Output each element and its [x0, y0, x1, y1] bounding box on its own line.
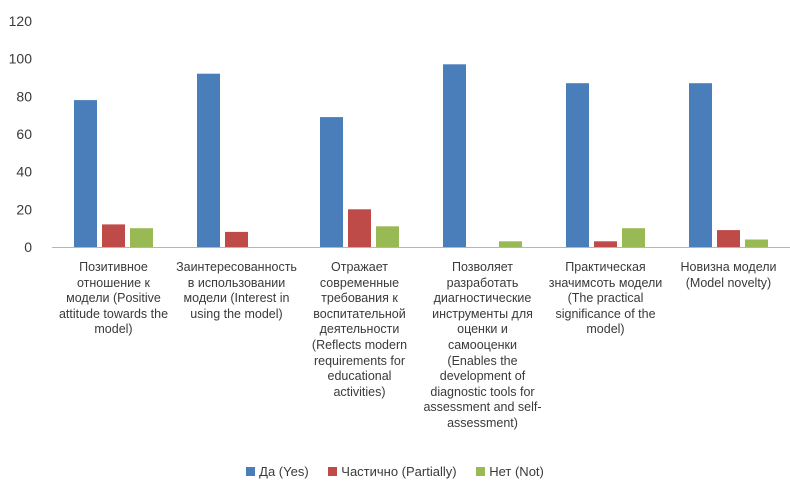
bar: [102, 224, 125, 247]
y-tick-label: 120: [9, 13, 33, 29]
x-category-label-line: (Enables the: [447, 353, 518, 368]
y-tick-label: 0: [24, 239, 32, 255]
y-tick-label: 20: [16, 201, 32, 217]
x-category-label-line: отношение к: [76, 275, 151, 290]
x-category-label: Заинтересованность в использовании модели …: [175, 260, 299, 322]
y-axis-ticks: 0 20 40 60 80 100 120: [9, 13, 33, 255]
bar: [225, 231, 248, 247]
x-category-label-line: модели (Interest in: [183, 291, 290, 306]
legend-swatch-partially: [328, 467, 338, 476]
x-category-label-line: в использовании: [187, 275, 286, 290]
x-category-label-line: educational: [327, 369, 392, 384]
x-category-label: Практическая значимсоть модели (The practi…: [544, 260, 668, 338]
x-category-label-line: attitude towards the: [58, 306, 169, 321]
legend-label-yes: Да (Yes): [259, 464, 309, 479]
x-category-label-line: (Reflects modern: [311, 337, 408, 352]
legend-item-partially: Частично (Partially): [328, 464, 457, 479]
x-category-label-line: Позволяет: [451, 260, 514, 274]
bar: [320, 117, 343, 247]
x-category-label-line: (The practical: [567, 291, 644, 306]
bar: [130, 228, 153, 247]
x-category-label-line: Заинтересованность: [176, 260, 297, 274]
x-category-label-line: разработать: [446, 275, 519, 290]
bar: [376, 226, 399, 247]
x-category-label-line: оценки и: [457, 322, 508, 337]
y-tick-label: 80: [16, 88, 32, 104]
bar: [745, 239, 768, 247]
x-category-label-line: using the model): [190, 306, 283, 321]
legend-swatch-yes: [246, 467, 256, 476]
bar: [74, 100, 97, 247]
y-tick-label: 40: [16, 164, 32, 180]
x-category-label: Отражает современные требования к воспитате…: [298, 260, 422, 400]
bar: [566, 83, 589, 247]
x-category-label-line: воспитательной: [313, 306, 406, 321]
bars: [74, 64, 768, 247]
x-category-label-line: диагностические: [433, 291, 532, 306]
x-category-label-line: Новизна модели: [680, 260, 777, 274]
x-category-label-line: требования к: [321, 291, 398, 306]
x-category-label-line: деятельности: [319, 322, 400, 337]
x-category-label-line: Практическая: [565, 260, 646, 274]
bar: [197, 73, 220, 247]
x-category-label-line: significance of the: [555, 306, 656, 321]
legend-label-not: Нет (Not): [489, 464, 544, 479]
legend-label-partially: Частично (Partially): [341, 464, 457, 479]
x-category-label-line: (Model novelty): [685, 275, 772, 290]
legend-item-yes: Да (Yes): [246, 464, 309, 479]
x-category-label-line: инструменты для: [432, 306, 533, 321]
bar: [348, 209, 371, 247]
legend-item-not: Нет (Not): [476, 464, 544, 479]
x-category-label-line: модели (Positive: [66, 291, 161, 306]
x-category-label-line: model): [94, 322, 133, 337]
legend: Да (Yes) Частично (Partially) Нет (Not): [0, 464, 790, 479]
x-category-label-line: assessment): [447, 415, 518, 430]
x-category-label-line: современные: [319, 275, 400, 290]
bar: [689, 83, 712, 247]
bar: [499, 241, 522, 247]
x-category-label-line: значимсоть модели: [548, 275, 663, 290]
x-category-label-line: Позитивное: [79, 260, 148, 274]
x-category-label-line: самооценки: [447, 337, 518, 352]
x-category-label-line: requirements for: [313, 353, 405, 368]
bar: [443, 64, 466, 247]
legend-swatch-not: [476, 467, 486, 476]
x-category-label: Позволяет разработать диагностические инстр…: [421, 260, 545, 432]
bar: [717, 230, 740, 247]
x-category-label-line: development of: [439, 369, 526, 384]
bar: [594, 241, 617, 247]
y-tick-label: 60: [16, 126, 32, 142]
x-category-label-line: model): [586, 322, 625, 337]
x-category-label-line: diagnostic tools for: [430, 384, 535, 399]
y-tick-label: 100: [9, 51, 33, 67]
x-category-label-line: Отражает: [331, 260, 388, 274]
bar: [622, 228, 645, 247]
x-category-label-line: activities): [333, 384, 386, 399]
x-category-label-line: assessment and self-: [423, 400, 542, 415]
x-category-label: Позитивное отношение к модели (Positive att…: [52, 260, 176, 338]
x-category-label: Новизна модели (Model novelty): [667, 260, 790, 291]
